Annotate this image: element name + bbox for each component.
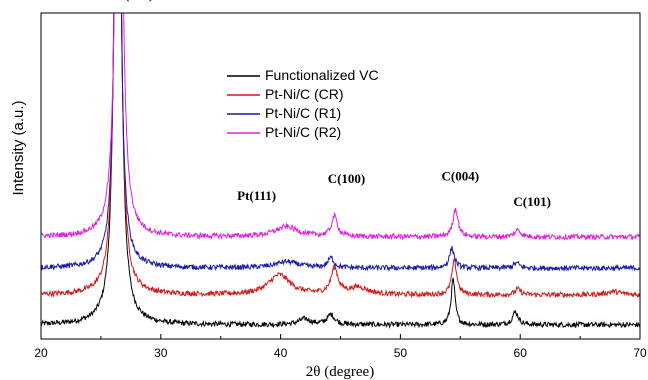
legend-label: Pt-Ni/C (CR)	[265, 86, 344, 102]
series-layer	[41, 13, 640, 329]
peak-label: C(004)	[442, 168, 480, 183]
peak-annotations: C(002) Pt(111) C(100) C(004) C(101)	[116, 0, 551, 209]
x-tick-label: 60	[514, 346, 528, 360]
x-axis-ticks: 20 30 40 50 60 70	[34, 334, 647, 360]
x-tick-label: 20	[34, 346, 48, 360]
series-line-4	[41, 13, 640, 241]
series-line-3	[41, 13, 640, 272]
peak-label: C(002)	[116, 0, 154, 2]
peak-label: C(100)	[328, 171, 366, 186]
peak-label: C(101)	[513, 194, 551, 209]
x-tick-label: 40	[274, 346, 288, 360]
series-line-1	[41, 13, 640, 329]
legend-label: Pt-Ni/C (R1)	[265, 105, 341, 121]
legend-label: Functionalized VC	[265, 67, 379, 83]
x-tick-label: 30	[154, 346, 168, 360]
x-axis-title: 2θ (degree)	[306, 364, 374, 380]
legend-label: Pt-Ni/C (R2)	[265, 124, 341, 140]
y-axis-title: Intensity (a.u.)	[10, 100, 27, 195]
x-tick-label: 70	[633, 346, 647, 360]
peak-label: Pt(111)	[237, 188, 276, 203]
series-line-2	[41, 13, 640, 299]
x-tick-label: 50	[394, 346, 408, 360]
legend: Functionalized VC Pt-Ni/C (CR) Pt-Ni/C (R1…	[227, 67, 379, 140]
